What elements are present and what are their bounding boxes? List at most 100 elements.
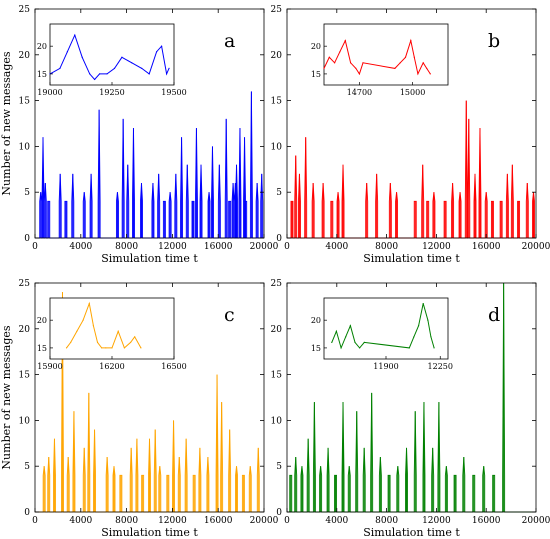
inset-point [408,347,410,349]
y-tick-label: 25 [271,5,283,15]
x-tick-label: 4000 [325,242,348,252]
inset-point [422,62,424,64]
inset-point [417,73,419,75]
inset-point [399,62,401,64]
inset-point [165,73,168,75]
panel-letter-c: c [224,304,235,326]
inset-point [417,325,420,327]
panel-a: 0 4000 8000 12000 16000 200000510152025Simula… [0,5,279,265]
y-tick-label: 15 [271,371,283,381]
x-tick-label: 20000 [522,242,550,252]
inset-point [413,336,415,338]
inset-point [65,347,68,349]
inset-point [426,67,428,69]
inset-point [96,341,99,343]
inset-point [74,34,76,36]
panel-d: 0 4000 8000 12000 16000 20000 0 5 10 15 20 25 Simula… [271,279,550,539]
x-tick-label: 12000 [158,242,187,252]
x-tick-label: 20000 [250,242,279,252]
inset-point [362,62,364,64]
inset-x-tick-label: 16500 [161,362,186,371]
inset-frame [323,297,449,360]
x-tick-label: 0 [32,242,38,252]
inset-point [323,67,325,69]
inset-y-tick-label: 20 [311,316,321,325]
series-line-b [287,100,536,239]
inset-point [141,67,143,69]
plot-frame [286,282,537,513]
panel-letter-a: a [224,30,235,52]
x-tick-label: 0 [32,516,38,526]
y-tick-label: 0 [24,508,30,518]
x-tick-label: 20000 [250,516,279,526]
plot-frame [34,282,265,513]
inset-point [134,336,136,338]
panel-letter-d: d [488,304,500,326]
inset-frame [49,297,175,360]
inset-point [335,330,337,332]
inset-point [156,51,158,53]
y-tick-label: 5 [276,462,282,472]
y-tick-label: 0 [276,234,282,244]
panel-b: 0 4000 8000 12000 16000 20000 0 5 10 15 20 25 Simula… [271,5,550,265]
y-tick-label: 0 [276,508,282,518]
y-tick-label: 20 [19,51,31,61]
inset-point [92,325,94,327]
inset-y-tick-label: 20 [37,42,47,51]
inset-point [334,62,336,64]
inset-point [358,73,361,75]
plot-frame [34,8,265,239]
inset-x-tick-label: 12250 [428,362,453,371]
y-tick-label: 10 [271,416,283,426]
inset-point [328,56,330,58]
inset-x-tick-label: 15000 [400,88,425,97]
x-tick-label: 16000 [204,516,233,526]
y-tick-label: 10 [19,416,31,426]
inset-x-tick-label: 14700 [347,88,372,97]
inset-point [429,73,431,75]
inset-y-tick-label: 20 [311,42,321,51]
inset-point [331,341,333,343]
y-axis-label: Number of new messages [0,325,13,469]
inset-x-tick-label: 19000 [37,88,62,97]
y-tick-label: 10 [19,142,31,152]
y-tick-label: 5 [24,462,30,472]
y-tick-label: 20 [271,325,283,335]
inset-point [340,347,342,349]
x-tick-label: 20000 [522,516,550,526]
x-axis-label: Simulation time t [363,252,460,265]
x-tick-label: 16000 [472,242,501,252]
inset-b: 14700 15000 15 20 [311,23,449,97]
inset-point [394,67,396,69]
inset-point [349,325,351,327]
inset-point [130,341,132,343]
inset-point [161,45,163,47]
x-tick-label: 8000 [375,242,398,252]
inset-frame [323,23,449,86]
inset-point [349,62,352,64]
plot-frame [286,8,537,239]
inset-series-line [323,38,431,76]
y-tick-label: 20 [19,325,31,335]
inset-x-tick-label: 16200 [99,362,124,371]
inset-point [76,330,78,332]
inset-point [101,347,103,349]
y-tick-label: 25 [271,279,283,289]
inset-point [339,51,341,53]
inset-point [117,330,119,332]
inset-y-tick-label: 15 [311,70,321,79]
inset-point [363,341,365,343]
inset-point [121,56,123,58]
inset-point [359,347,361,349]
inset-point [66,51,68,53]
y-axis-label: Number of new messages [0,51,13,195]
inset-x-tick-label: 19500 [161,88,186,97]
inset-point [82,319,84,321]
inset-point [81,56,83,58]
x-tick-label: 4000 [69,242,92,252]
inset-frame [49,23,175,86]
x-tick-label: 4000 [69,516,92,526]
inset-point [89,73,91,75]
inset-y-tick-label: 15 [311,344,321,353]
